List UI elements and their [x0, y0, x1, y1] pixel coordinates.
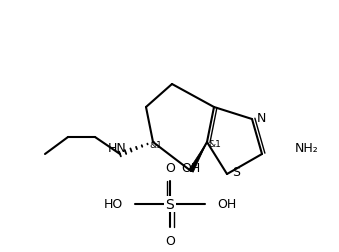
Text: &1: &1 — [149, 140, 162, 149]
Text: O: O — [165, 161, 175, 174]
Text: N: N — [257, 111, 266, 124]
Text: S: S — [166, 197, 174, 211]
Text: OH: OH — [217, 198, 236, 211]
Text: NH₂: NH₂ — [295, 141, 319, 154]
Text: &1: &1 — [208, 139, 221, 148]
Text: HN: HN — [107, 141, 126, 154]
Text: OH: OH — [181, 161, 201, 174]
Text: O: O — [165, 234, 175, 247]
Text: HO: HO — [104, 198, 123, 211]
Polygon shape — [189, 142, 207, 173]
Text: S: S — [232, 165, 240, 178]
